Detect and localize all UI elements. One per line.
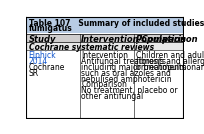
Text: Children and adults with cystic: Children and adults with cystic bbox=[135, 51, 204, 60]
Text: SR: SR bbox=[29, 69, 39, 78]
Text: Elphick: Elphick bbox=[29, 51, 56, 60]
FancyBboxPatch shape bbox=[26, 17, 183, 33]
Text: Cochrane: Cochrane bbox=[29, 63, 65, 72]
Text: Cochrane systematic reviews: Cochrane systematic reviews bbox=[29, 43, 154, 52]
Text: including major treatments: including major treatments bbox=[81, 63, 186, 72]
FancyBboxPatch shape bbox=[26, 42, 183, 50]
Text: nebulised amphotericin: nebulised amphotericin bbox=[81, 75, 172, 84]
Text: 2014: 2014 bbox=[29, 57, 48, 66]
Text: such as oral azoles and: such as oral azoles and bbox=[81, 69, 171, 78]
Text: No treatment, placebo or: No treatment, placebo or bbox=[81, 86, 178, 95]
Text: Study: Study bbox=[29, 35, 56, 44]
Text: Intervention/Comparison: Intervention/Comparison bbox=[81, 35, 199, 44]
Text: Population: Population bbox=[135, 35, 186, 44]
Text: Table 107   Summary of included studies for antimicrobials: Table 107 Summary of included studies fo… bbox=[29, 19, 204, 28]
Text: Comparison: Comparison bbox=[81, 80, 127, 89]
FancyBboxPatch shape bbox=[26, 34, 183, 42]
Text: fumigatus: fumigatus bbox=[29, 24, 72, 33]
Text: Antifungal treatments,: Antifungal treatments, bbox=[81, 57, 169, 66]
Text: bronchopulmonary aspergillosis: bronchopulmonary aspergillosis bbox=[135, 63, 204, 72]
Text: other antifungal: other antifungal bbox=[81, 92, 144, 101]
Text: Intervention: Intervention bbox=[81, 51, 128, 60]
Text: fibrosis and allergic: fibrosis and allergic bbox=[135, 57, 204, 66]
